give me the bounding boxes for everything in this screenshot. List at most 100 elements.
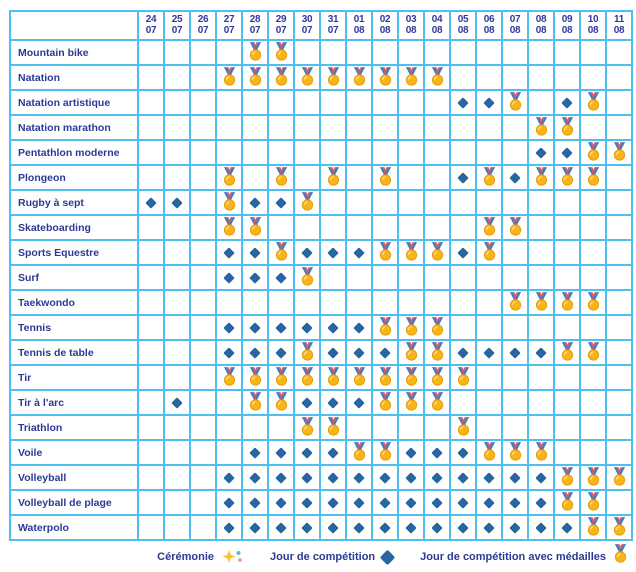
- competition-diamond-icon: [483, 96, 495, 109]
- schedule-cell: [477, 316, 501, 339]
- medal-icon: [405, 342, 417, 361]
- schedule-cell: [607, 41, 631, 64]
- schedule-cell: [555, 141, 579, 164]
- row-label: Tennis de table: [11, 341, 137, 364]
- competition-diamond-icon: [405, 521, 417, 534]
- schedule-cell: [399, 316, 423, 339]
- schedule-cell: [295, 491, 319, 514]
- schedule-cell: [503, 291, 527, 314]
- schedule-cell: [399, 141, 423, 164]
- competition-diamond-icon: [561, 146, 573, 159]
- date-column-header: 04 08: [425, 12, 449, 39]
- schedule-cell: [269, 491, 293, 514]
- schedule-cell: [555, 316, 579, 339]
- schedule-cell: [321, 116, 345, 139]
- row-label: Surf: [11, 266, 137, 289]
- competition-diamond-icon: [353, 321, 365, 334]
- schedule-cell: [243, 141, 267, 164]
- schedule-cell: [269, 91, 293, 114]
- competition-diamond-icon: [509, 346, 521, 359]
- competition-diamond-icon: [327, 496, 339, 509]
- medal-icon: [223, 217, 235, 236]
- schedule-cell: [321, 41, 345, 64]
- schedule-cell: [529, 216, 553, 239]
- medal-icon: [457, 417, 469, 436]
- schedule-cell: [607, 266, 631, 289]
- schedule-cell: [165, 241, 189, 264]
- schedule-cell: [477, 191, 501, 214]
- medal-icon: [405, 317, 417, 336]
- medal-icon: [379, 442, 391, 461]
- medal-icon: [431, 367, 443, 386]
- competition-diamond-icon: [379, 549, 396, 565]
- medal-icon: [275, 67, 287, 86]
- medal-icon: [353, 367, 365, 386]
- medal-icon: [301, 267, 313, 286]
- competition-diamond-icon: [457, 446, 469, 459]
- date-column-header: 30 07: [295, 12, 319, 39]
- schedule-cell: [373, 266, 397, 289]
- schedule-cell: [217, 41, 241, 64]
- row-label: Skateboarding: [11, 216, 137, 239]
- schedule-cell: [581, 491, 605, 514]
- medal-icon: [613, 517, 625, 536]
- schedule-cell: [347, 216, 371, 239]
- schedule-cell: [581, 366, 605, 389]
- schedule-cell: [347, 241, 371, 264]
- date-column-header: 09 08: [555, 12, 579, 39]
- schedule-cell: [555, 191, 579, 214]
- medal-icon: [431, 67, 443, 86]
- date-column-header: 25 07: [165, 12, 189, 39]
- competition-diamond-icon: [353, 471, 365, 484]
- schedule-cell: [555, 66, 579, 89]
- schedule-cell: [477, 341, 501, 364]
- schedule-cell: [269, 266, 293, 289]
- competition-diamond-icon: [457, 246, 469, 259]
- schedule-cell: [347, 66, 371, 89]
- schedule-cell: [529, 491, 553, 514]
- schedule-cell: [243, 266, 267, 289]
- schedule-cell: [191, 141, 215, 164]
- schedule-cell: [581, 141, 605, 164]
- schedule-cell: [321, 316, 345, 339]
- competition-diamond-icon: [301, 521, 313, 534]
- competition-diamond-icon: [483, 346, 495, 359]
- schedule-cell: [217, 266, 241, 289]
- schedule-cell: [217, 366, 241, 389]
- medal-icon: [561, 467, 573, 486]
- schedule-cell: [451, 66, 475, 89]
- competition-diamond-icon: [145, 196, 157, 209]
- schedule-cell: [607, 241, 631, 264]
- schedule-cell: [243, 416, 267, 439]
- medal-icon: [301, 417, 313, 436]
- medal-icon: [509, 217, 521, 236]
- competition-diamond-icon: [249, 246, 261, 259]
- schedule-cell: [529, 41, 553, 64]
- schedule-cell: [425, 491, 449, 514]
- schedule-cell: [321, 166, 345, 189]
- competition-diamond-icon: [327, 521, 339, 534]
- medal-icon: [483, 442, 495, 461]
- medal-icon: [223, 167, 235, 186]
- schedule-cell: [451, 516, 475, 539]
- schedule-cell: [217, 291, 241, 314]
- schedule-cell: [295, 241, 319, 264]
- schedule-cell: [373, 141, 397, 164]
- schedule-cell: [607, 416, 631, 439]
- schedule-cell: [529, 241, 553, 264]
- competition-diamond-icon: [379, 521, 391, 534]
- schedule-cell: [321, 266, 345, 289]
- schedule-cell: [191, 516, 215, 539]
- schedule-cell: [243, 466, 267, 489]
- schedule-cell: [321, 91, 345, 114]
- competition-diamond-icon: [301, 321, 313, 334]
- schedule-cell: [529, 141, 553, 164]
- date-column-header: 28 07: [243, 12, 267, 39]
- schedule-cell: [373, 191, 397, 214]
- schedule-cell: [269, 116, 293, 139]
- schedule-cell: [373, 166, 397, 189]
- competition-diamond-icon: [535, 496, 547, 509]
- schedule-cell: [451, 391, 475, 414]
- schedule-cell: [269, 41, 293, 64]
- schedule-cell: [191, 316, 215, 339]
